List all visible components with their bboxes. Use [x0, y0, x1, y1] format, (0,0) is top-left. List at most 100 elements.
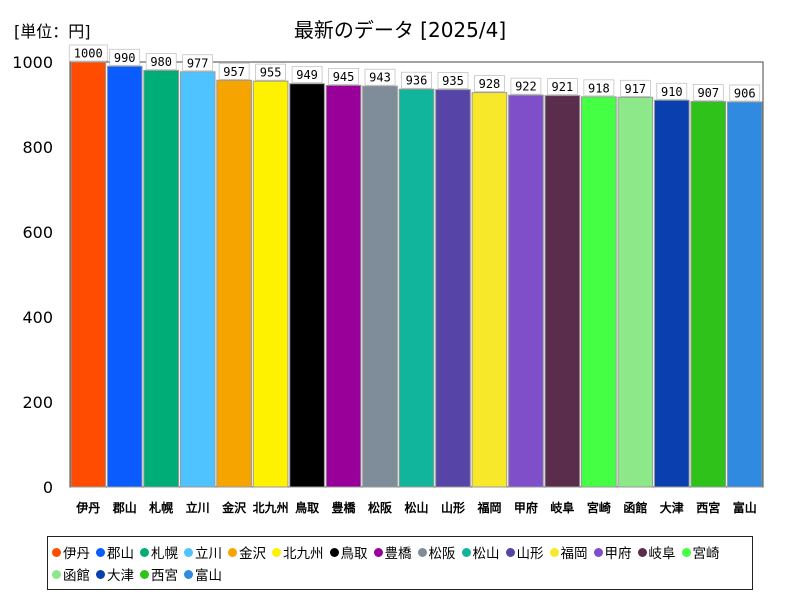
bar-松山	[398, 88, 435, 488]
legend-item: 郡山	[96, 541, 134, 563]
legend-label: 豊橋	[384, 546, 412, 562]
legend-item: 福岡	[549, 541, 588, 563]
value-label-text: 936	[406, 74, 428, 88]
legend-marker	[593, 547, 603, 557]
legend-marker	[681, 547, 691, 557]
value-label: 990	[109, 48, 141, 66]
x-tick-label: 西宮	[696, 500, 720, 515]
value-label-box	[218, 62, 250, 80]
value-label-text: 945	[333, 70, 355, 84]
y-tick-label: 400	[22, 308, 53, 327]
value-label-box	[510, 77, 542, 95]
value-label-box	[255, 63, 286, 81]
legend-marker	[52, 569, 61, 579]
legend-label: 山形	[516, 546, 544, 562]
legend-label: 立川	[195, 546, 222, 562]
x-tick-label: 函館	[623, 500, 647, 515]
value-label: 980	[145, 53, 177, 70]
legend-marker	[184, 547, 193, 557]
y-axis: 0 200 400 600 800 1000	[12, 53, 53, 497]
legend-label: 伊丹	[63, 546, 90, 562]
legend-label: 鳥取	[340, 546, 368, 562]
legend-item: 西宮	[140, 563, 178, 585]
x-tick-label: 郡山	[112, 500, 137, 515]
value-label-text: 957	[223, 65, 245, 79]
legend-marker	[461, 547, 471, 557]
value-label-text: 955	[260, 66, 282, 80]
legend-label: 郡山	[107, 546, 134, 562]
value-label: 928	[474, 75, 505, 92]
legend-marker	[184, 569, 193, 579]
value-label-box	[364, 68, 396, 86]
legend-label: 西宮	[151, 568, 178, 584]
bars-group	[70, 61, 763, 488]
x-tick-label: 岐阜	[550, 500, 574, 515]
x-tick-label: 伊丹	[75, 500, 100, 515]
legend-item: 松山	[461, 541, 500, 563]
value-label: 906	[729, 84, 761, 102]
legend-item: 富山	[184, 563, 222, 585]
value-label-box	[401, 71, 432, 89]
legend-item: 岐阜	[637, 541, 676, 563]
bar-鳥取	[289, 83, 325, 488]
legend-marker	[96, 547, 105, 557]
value-label-text: 943	[369, 71, 391, 85]
legend-item: 伊丹	[52, 541, 90, 563]
legend-marker	[637, 547, 647, 557]
x-tick-label: 大津	[660, 500, 684, 515]
x-tick-label: 北九州	[253, 500, 289, 515]
value-label: 945	[328, 68, 359, 85]
legend-item: 金沢	[228, 541, 266, 563]
value-label: 910	[656, 82, 688, 100]
value-label-box	[692, 84, 724, 101]
value-label-box	[729, 84, 761, 102]
value-label-box	[437, 72, 469, 89]
value-label-text: 928	[479, 77, 501, 91]
legend-marker	[505, 547, 515, 557]
bar-福岡	[471, 92, 508, 488]
value-label: 935	[437, 72, 469, 89]
x-tick-label: 宮崎	[587, 500, 611, 515]
value-label-box	[291, 66, 323, 84]
x-axis-labels: 伊丹 郡山 札幌 立川 金沢 北九州 鳥取 豊橋 松阪 松山 山形 福岡 甲府 岐阜 宮崎 函館 大津 西宮 富山	[75, 500, 757, 515]
value-label-text: 922	[515, 80, 537, 94]
value-label: 957	[218, 62, 250, 80]
x-tick-label: 立川	[186, 500, 210, 515]
legend-label: 宮崎	[692, 546, 720, 562]
legend-item: 立川	[184, 541, 222, 563]
legend-label: 福岡	[560, 546, 588, 562]
legend-marker	[373, 547, 383, 557]
x-tick-label: 甲府	[514, 500, 538, 515]
value-label: 1000	[68, 44, 108, 62]
value-label-box	[182, 54, 214, 72]
value-label: 907	[692, 84, 724, 101]
y-tick-label: 600	[22, 223, 53, 242]
bar-立川	[179, 71, 216, 488]
value-label: 949	[291, 66, 323, 84]
legend-item: 鳥取	[329, 541, 368, 563]
bar-札幌	[143, 70, 180, 488]
bar-山形	[435, 89, 471, 488]
value-label: 955	[255, 63, 286, 81]
value-label-box	[68, 44, 108, 62]
value-label-box	[619, 79, 651, 97]
value-label-text: 1000	[74, 47, 103, 61]
value-label-text: 949	[296, 68, 318, 82]
bar-函館	[617, 96, 654, 488]
legend-item: 山形	[505, 541, 544, 563]
y-tick-label: 200	[22, 393, 53, 412]
bar-松阪	[362, 85, 398, 488]
legend-label: 松山	[472, 546, 500, 562]
value-label-text: 907	[697, 86, 719, 100]
legend-marker	[329, 547, 339, 557]
legend-marker	[52, 547, 61, 557]
value-label: 922	[510, 77, 542, 95]
y-tick-label: 1000	[12, 53, 53, 72]
legend-item: 豊橋	[373, 541, 412, 563]
x-tick-label: 金沢	[221, 500, 247, 515]
value-label-text: 990	[114, 51, 136, 65]
value-label-box	[328, 68, 359, 85]
x-tick-label: 鳥取	[295, 500, 319, 515]
bar-伊丹	[70, 61, 107, 488]
value-label: 917	[619, 79, 651, 97]
